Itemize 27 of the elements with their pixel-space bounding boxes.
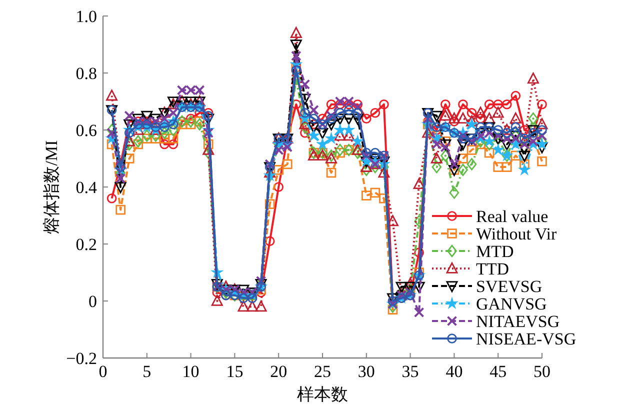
x-tick-label: 50 — [534, 362, 550, 381]
x-tick-label: 30 — [358, 362, 375, 381]
y-tick-label: 1.0 — [76, 7, 97, 26]
y-tick-label: 0.2 — [76, 235, 97, 254]
y-tick-label: 0.8 — [76, 64, 97, 83]
x-tick-label: 40 — [446, 362, 463, 381]
y-tick-label: 0.6 — [76, 121, 97, 140]
legend-label: Real value — [476, 207, 548, 226]
y-tick-label: −0.2 — [66, 349, 97, 368]
x-tick-label: 45 — [490, 362, 507, 381]
y-tick-label: 0.4 — [76, 178, 98, 197]
x-tick-label: 10 — [182, 362, 200, 381]
x-tick-label: 15 — [226, 362, 244, 381]
x-tick-label: 35 — [402, 362, 419, 381]
x-tick-label: 5 — [142, 362, 152, 381]
x-tick-label: 20 — [270, 362, 288, 381]
y-axis-title: 熔体指数/MI — [42, 140, 61, 234]
legend-label: Without Vir — [476, 224, 557, 244]
legend-label: GANVSG — [476, 294, 547, 314]
legend-label: MTD — [476, 242, 514, 261]
legend-label: TTD — [476, 260, 510, 278]
x-tick-label: 25 — [314, 362, 331, 381]
legend-label: NITAEVSG — [476, 312, 560, 331]
legend-label: NISEAE-VSG — [476, 330, 576, 348]
x-axis-title: 样本数 — [297, 385, 348, 404]
legend-label: SVEVSG — [476, 277, 542, 296]
y-tick-label: 0 — [88, 292, 97, 311]
